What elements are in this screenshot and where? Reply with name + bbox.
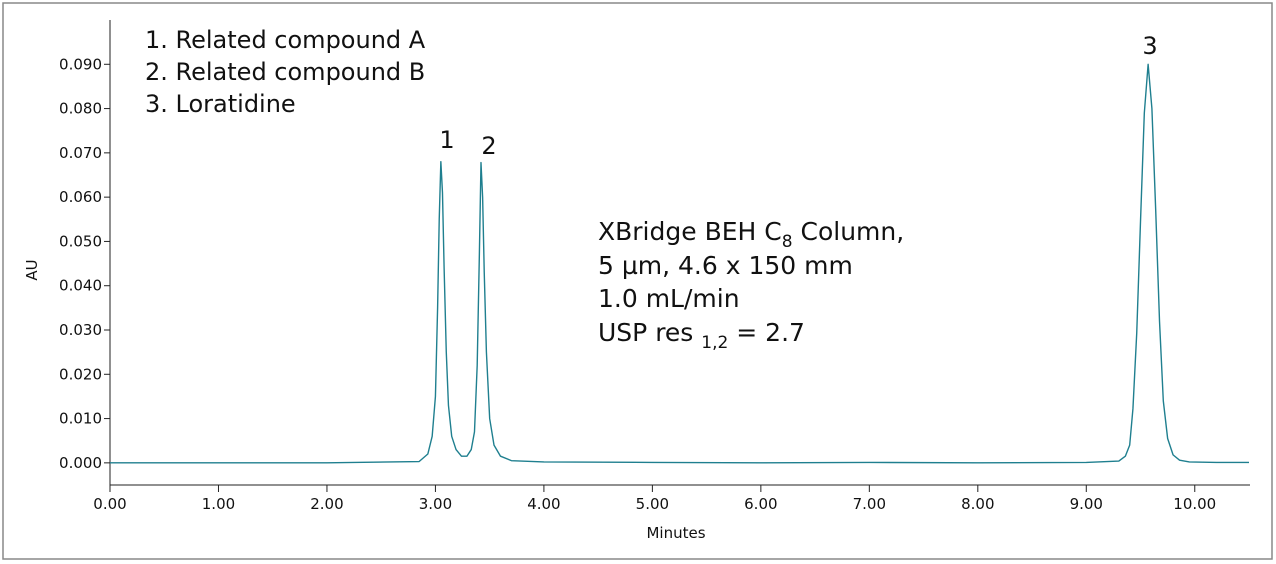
peak-label: 3 [1142,32,1157,60]
condition-text: Column, [793,217,905,246]
y-tick-label: 0.050 [59,232,102,250]
y-axis-label: AU [23,259,41,280]
y-tick-label: 0.070 [59,144,102,162]
x-tick-label: 3.00 [419,495,452,513]
y-tick-label: 0.040 [59,277,102,295]
condition-line: 1.0 mL/min [598,284,740,313]
condition-line: 5 µm, 4.6 x 150 mm [598,251,853,280]
x-tick-label: 4.00 [527,495,560,513]
x-axis-label: Minutes [646,524,705,542]
x-tick-label: 9.00 [1070,495,1103,513]
chromatogram-line [110,63,1249,464]
y-tick-label: 0.090 [59,55,102,73]
condition-line: XBridge BEH C8 Column, [598,217,904,252]
condition-text: USP res [598,318,701,347]
x-tick-label: 6.00 [744,495,777,513]
y-tick-label: 0.020 [59,365,102,383]
y-tick-label: 0.000 [59,454,102,472]
legend-line: 1. Related compound A [145,26,426,54]
condition-subscript: 8 [782,232,793,252]
x-tick-label: 0.00 [93,495,126,513]
legend-line: 2. Related compound B [145,58,425,86]
y-tick-label: 0.030 [59,321,102,339]
y-tick-label: 0.010 [59,410,102,428]
x-tick-label: 5.00 [636,495,669,513]
condition-line: USP res 1,2 = 2.7 [598,318,805,353]
peak-label: 1 [439,126,454,154]
y-tick-label: 0.060 [59,188,102,206]
condition-text: XBridge BEH C [598,217,782,246]
y-tick-label: 0.080 [59,100,102,118]
condition-text: = 2.7 [728,318,805,347]
x-tick-label: 1.00 [202,495,235,513]
x-tick-label: 10.00 [1173,495,1216,513]
x-tick-label: 8.00 [961,495,994,513]
x-tick-label: 2.00 [310,495,343,513]
condition-subscript: 1,2 [701,333,728,353]
legend-line: 3. Loratidine [145,90,296,118]
peak-label: 2 [481,132,496,160]
x-tick-label: 7.00 [853,495,886,513]
